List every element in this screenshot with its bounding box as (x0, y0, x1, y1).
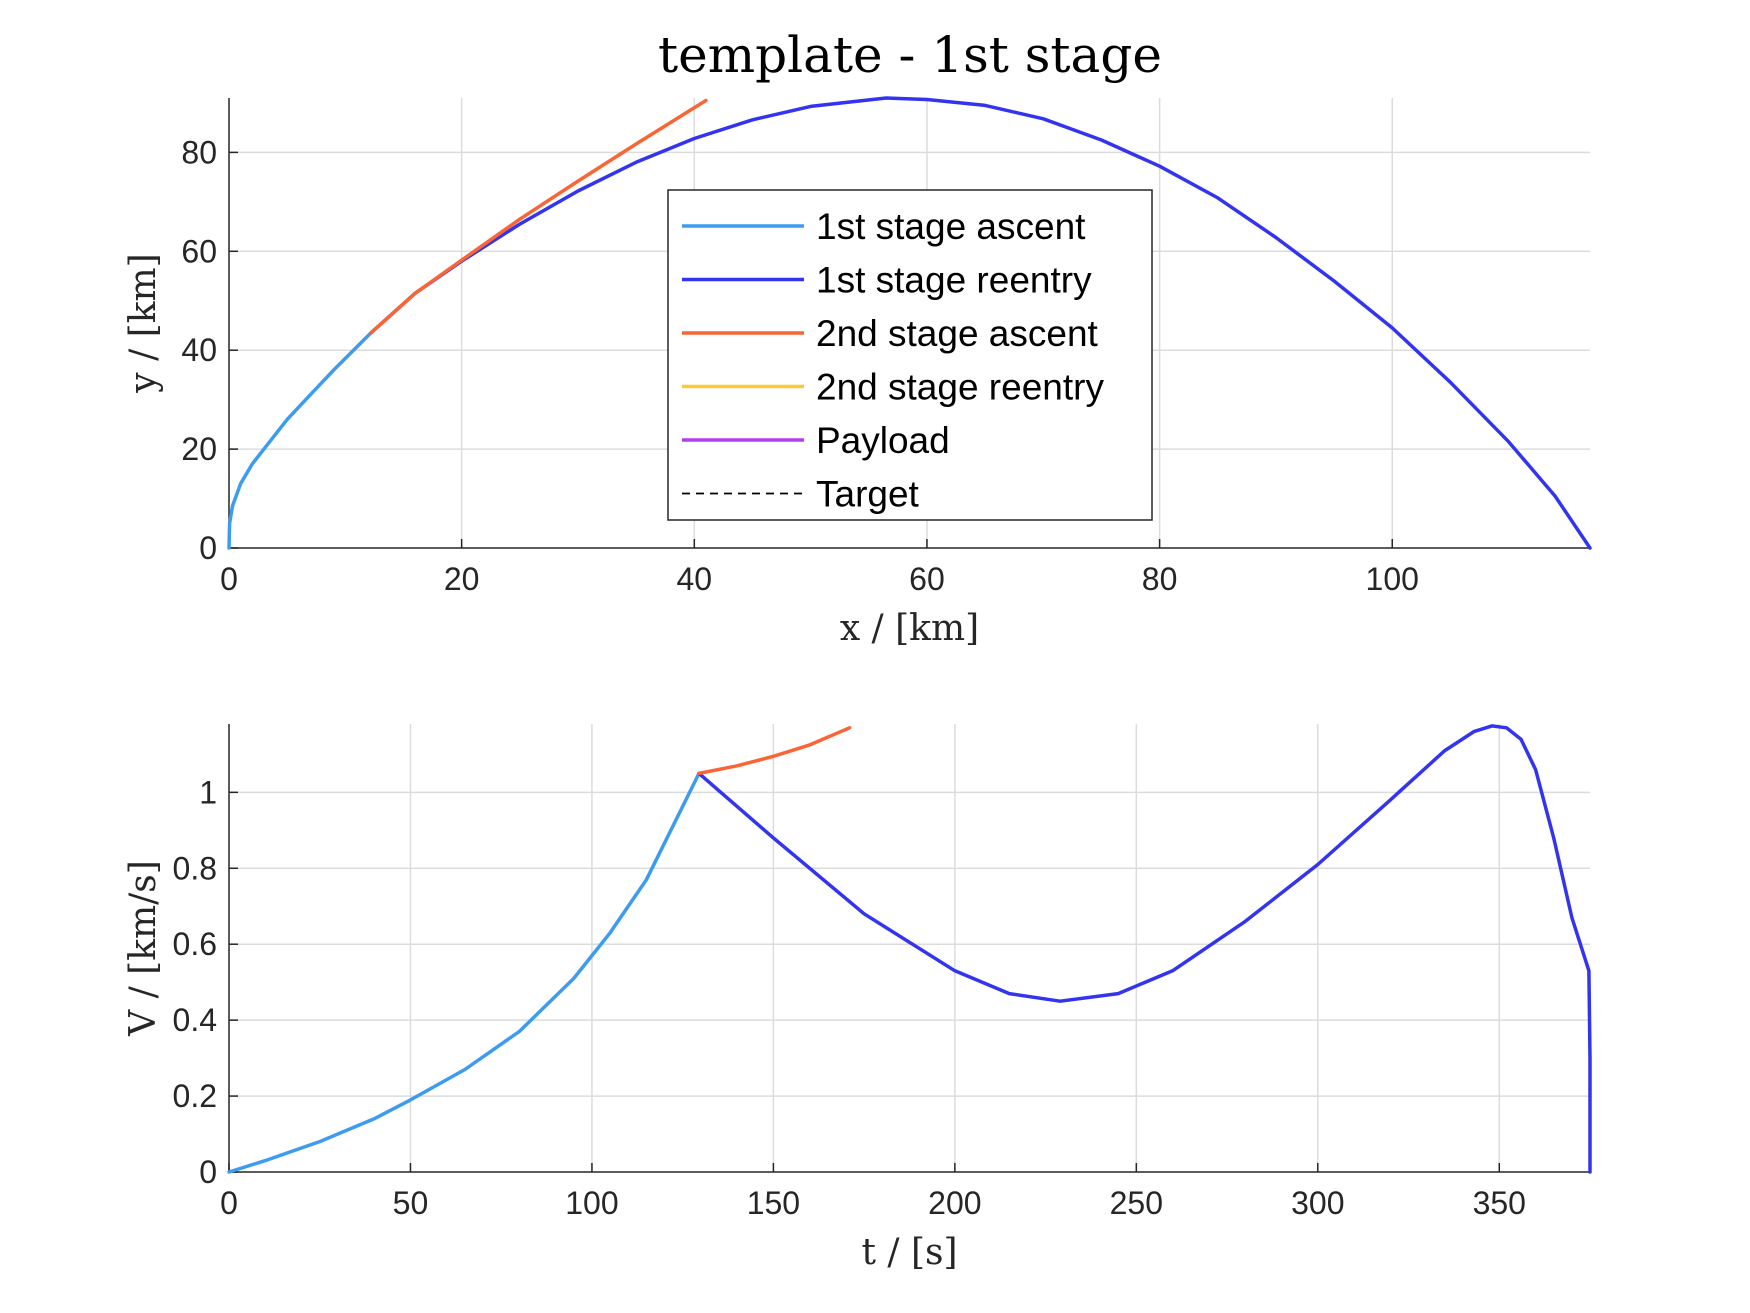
x-tick-label: 80 (1142, 561, 1178, 597)
series-line-1st-stage-reentry (369, 96, 1592, 550)
x-tick-label: 250 (1110, 1185, 1163, 1221)
y-axis-label: V / [km/s] (123, 860, 164, 1037)
series-line-1st-stage-ascent (227, 331, 373, 550)
x-tick-label: 150 (747, 1185, 800, 1221)
x-tick-label: 50 (393, 1185, 429, 1221)
series-line-2nd-stage-ascent (697, 726, 852, 776)
legend-label: Payload (816, 420, 950, 461)
legend: 1st stage ascent 1st stage reentry 2nd sta… (667, 189, 1153, 521)
velocity-plot: 0 50 100 150 200 250 300 350 0 0.2 0.4 0.6 0.8 1 t / [… (123, 724, 1592, 1273)
legend-label: 2nd stage ascent (816, 313, 1099, 354)
y-tick-label: 20 (181, 431, 217, 467)
x-tick-label: 100 (565, 1185, 618, 1221)
x-tick-label: 60 (909, 561, 945, 597)
x-tick-label: 350 (1473, 1185, 1526, 1221)
y-tick-label: 0.2 (173, 1078, 217, 1114)
y-axis-label: y / [km] (123, 253, 164, 393)
y-tick-label: 80 (181, 134, 217, 170)
legend-label: 2nd stage reentry (816, 367, 1104, 408)
y-tick-label: 1 (199, 774, 217, 810)
y-tick-label: 0.6 (173, 926, 217, 962)
series-line-1st-stage-ascent (227, 771, 701, 1174)
y-tick-label: 60 (181, 233, 217, 269)
y-tick-label: 0.4 (173, 1002, 217, 1038)
x-tick-label: 20 (444, 561, 480, 597)
legend-label: 1st stage reentry (816, 260, 1092, 301)
x-tick-label: 0 (220, 1185, 238, 1221)
chart-title: template - 1st stage (658, 26, 1162, 84)
y-tick-label: 0 (199, 530, 217, 566)
series-line-1st-stage-reentry (697, 724, 1592, 1174)
legend-box (667, 189, 1153, 521)
y-tick-label: 40 (181, 332, 217, 368)
series-line-2nd-stage-ascent (369, 98, 708, 335)
axis-lines (228, 724, 1590, 1173)
x-axis-label: x / [km] (840, 608, 979, 649)
legend-label: Target (816, 474, 920, 515)
x-tick-label: 300 (1291, 1185, 1344, 1221)
x-tick-label: 100 (1366, 561, 1419, 597)
x-tick-label: 0 (220, 561, 238, 597)
y-tick-label: 0.8 (173, 850, 217, 886)
legend-label: 1st stage ascent (816, 206, 1086, 247)
x-tick-label: 200 (928, 1185, 981, 1221)
x-axis-label: t / [s] (861, 1232, 957, 1273)
y-tick-label: 0 (199, 1154, 217, 1190)
x-tick-label: 40 (677, 561, 713, 597)
